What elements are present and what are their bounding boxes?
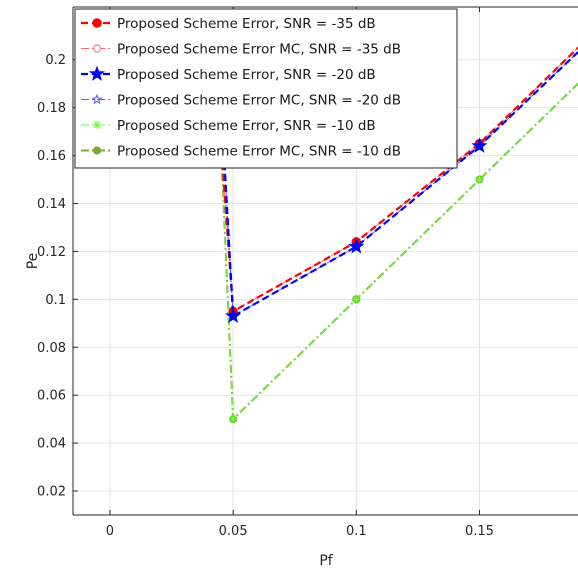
legend-swatch-marker [88, 65, 106, 81]
asterisk-stroke [229, 415, 237, 423]
legend-swatch-marker [91, 93, 103, 105]
series-point [229, 415, 238, 424]
series-point [352, 295, 361, 304]
series-line [222, 50, 578, 318]
legend: Proposed Scheme Error, SNR = -35 dB Propo… [74, 8, 458, 169]
asterisk-stroke [353, 296, 360, 303]
legend-item: Proposed Scheme Error MC, SNR = -35 dB [81, 42, 401, 58]
legend-item: Proposed Scheme Error MC, SNR = -20 dB [81, 93, 401, 109]
legend-swatch-marker [93, 44, 101, 53]
series-point [475, 175, 484, 184]
legend-label: Proposed Scheme Error, SNR = -10 dB [117, 118, 376, 134]
legend-item: Proposed Scheme Error MC, SNR = -10 dB [81, 144, 401, 160]
series-point [471, 137, 488, 153]
y-tick-label: 0.08 [37, 341, 66, 356]
y-axis-title: Pe [25, 253, 41, 270]
y-tick-label: 0.18 [37, 101, 66, 116]
legend-swatch-marker [93, 121, 101, 129]
y-tick-label: 0.14 [37, 197, 66, 212]
axes [72, 6, 578, 516]
legend-item: Proposed Scheme Error, SNR = -10 dB [81, 118, 376, 134]
legend-label: Proposed Scheme Error, SNR = -35 dB [117, 16, 376, 32]
x-tick-label: 0.1 [346, 524, 367, 539]
legend-swatch-marker [92, 146, 102, 155]
y-tick-label: 0.12 [37, 245, 66, 260]
legend-label: Proposed Scheme Error MC, SNR = -35 dB [117, 42, 401, 58]
y-tick-label: 0.1 [45, 293, 66, 308]
y-tick-label: 0.04 [37, 437, 66, 452]
tick-labels: 0 0.05 0.1 0.15 0.02 0.04 0.06 0.08 0.1 0.12 0.14 0… [37, 53, 494, 539]
legend-label: Proposed Scheme Error MC, SNR = -20 dB [117, 93, 401, 109]
y-tick-label: 0.06 [37, 389, 66, 404]
y-tick-label: 0.2 [45, 53, 66, 68]
legend-label: Proposed Scheme Error MC, SNR = -10 dB [117, 144, 401, 160]
legend-swatch-marker [92, 18, 102, 28]
x-tick-label: 0.15 [465, 524, 494, 539]
legend-box [74, 8, 458, 169]
series-2 [222, 50, 578, 323]
legend-item: Proposed Scheme Error, SNR = -35 dB [81, 16, 376, 32]
legend-label: Proposed Scheme Error, SNR = -20 dB [117, 67, 376, 83]
y-tick-label: 0.16 [37, 149, 66, 164]
legend-item: Proposed Scheme Error, SNR = -20 dB [81, 65, 376, 83]
x-axis-title: Pf [319, 553, 333, 569]
asterisk-stroke [93, 121, 101, 129]
asterisk-stroke [476, 176, 483, 183]
series-layer [219, 46, 578, 424]
series-4 [220, 82, 578, 424]
series-point [225, 307, 242, 323]
x-tick-label: 0.05 [219, 524, 248, 539]
x-tick-label: 0 [106, 524, 114, 539]
y-tick-label: 0.02 [37, 485, 66, 500]
series-point [348, 238, 365, 254]
